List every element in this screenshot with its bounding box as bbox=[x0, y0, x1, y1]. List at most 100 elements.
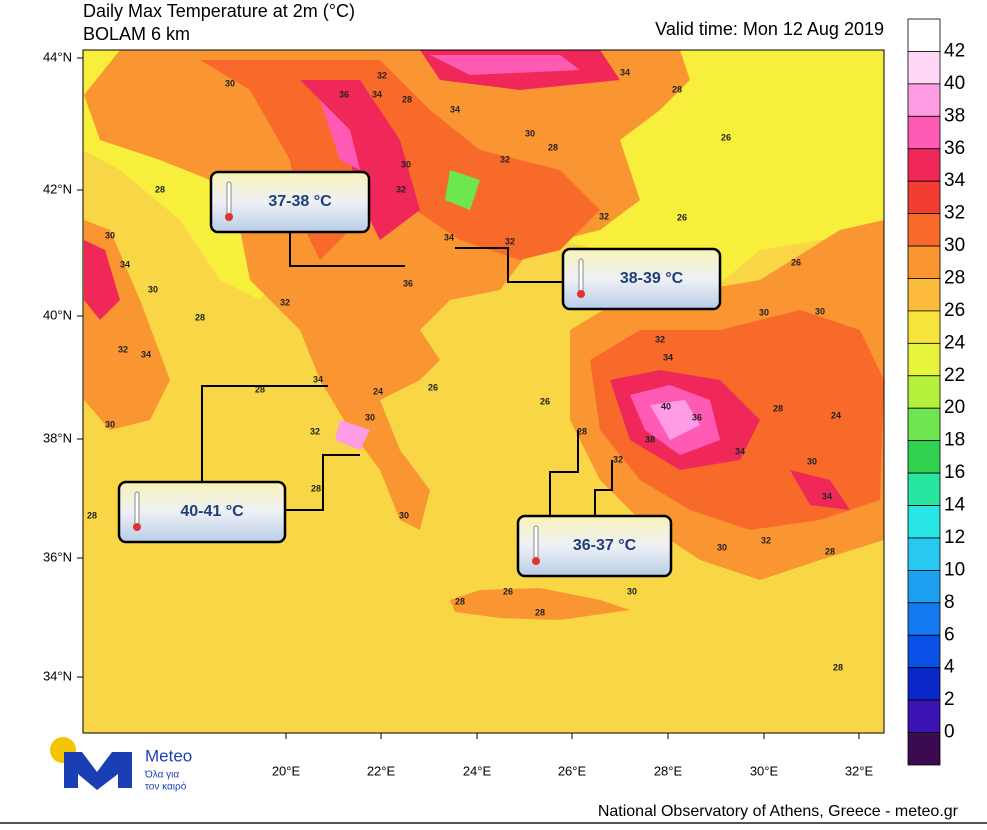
callout-box bbox=[561, 247, 722, 311]
colorbar-label: 14 bbox=[944, 495, 966, 516]
contour-label: 28 bbox=[455, 596, 465, 606]
contour-label: 32 bbox=[613, 454, 623, 464]
contour-label: 30 bbox=[807, 456, 817, 466]
thermometer-bulb bbox=[577, 290, 585, 298]
contour-label: 28 bbox=[155, 184, 165, 194]
contour-label: 28 bbox=[87, 510, 97, 520]
colorbar-swatch bbox=[907, 375, 941, 409]
colorbar-swatch bbox=[907, 602, 941, 636]
lat-label: 40°N bbox=[43, 307, 72, 322]
footer: National Observatory of Athens, Greece -… bbox=[598, 803, 959, 820]
contour-label: 26 bbox=[677, 212, 687, 222]
contour-label: 24 bbox=[373, 386, 383, 396]
colorbar-label: 10 bbox=[944, 559, 965, 580]
callout-label: 38-39 °C bbox=[620, 270, 684, 287]
logo-tagline: Όλα για bbox=[144, 770, 179, 781]
contour-label: 30 bbox=[365, 412, 375, 422]
lat-label: 42°N bbox=[43, 181, 72, 196]
contour-label: 36 bbox=[339, 89, 349, 99]
contour-label: 26 bbox=[540, 396, 550, 406]
contour-label: 30 bbox=[815, 306, 825, 316]
colorbar-swatch bbox=[907, 440, 941, 474]
colorbar-label: 12 bbox=[944, 527, 965, 548]
contour-label: 28 bbox=[672, 84, 682, 94]
lon-label: 30°E bbox=[750, 763, 779, 778]
colorbar-swatch bbox=[907, 537, 941, 571]
thermometer bbox=[533, 525, 539, 561]
lat-label: 36°N bbox=[43, 549, 72, 564]
model: BOLAM 6 km bbox=[83, 24, 190, 44]
lon-label: 32°E bbox=[845, 763, 874, 778]
callout-label: 37-38 °C bbox=[268, 193, 332, 210]
lat-label: 34°N bbox=[43, 668, 72, 683]
contour-label: 36 bbox=[403, 278, 413, 288]
contour-label: 32 bbox=[505, 236, 515, 246]
colorbar-label: 28 bbox=[944, 267, 965, 288]
colorbar-swatch bbox=[907, 18, 941, 52]
contour-label: 24 bbox=[831, 410, 841, 420]
colorbar-swatch bbox=[907, 83, 941, 117]
contour-label: 34 bbox=[313, 374, 323, 384]
contour-label: 34 bbox=[141, 349, 151, 359]
colorbar-swatch bbox=[907, 634, 941, 669]
colorbar-label: 0 bbox=[944, 722, 955, 743]
contour-label: 28 bbox=[825, 546, 835, 556]
colorbar-swatch bbox=[907, 342, 941, 377]
callout-box bbox=[209, 170, 371, 234]
thermometer-bulb bbox=[532, 557, 540, 565]
colorbar-label: 4 bbox=[944, 657, 955, 678]
contour-label: 30 bbox=[759, 307, 769, 317]
contour-label: 34 bbox=[735, 446, 745, 456]
logo: Meteo Όλα για τον καιρό bbox=[50, 737, 192, 793]
contour-label: 28 bbox=[195, 312, 205, 322]
lon-label: 28°E bbox=[654, 763, 683, 778]
colorbar-label: 32 bbox=[944, 203, 965, 224]
contour-label: 30 bbox=[399, 510, 409, 520]
colorbar-swatch bbox=[907, 245, 941, 279]
contour-label: 28 bbox=[535, 607, 545, 617]
logo-tagline: τον καιρό bbox=[145, 781, 187, 793]
thermometer-bulb bbox=[225, 213, 233, 221]
colorbar-label: 24 bbox=[944, 332, 966, 353]
contour-label: 34 bbox=[444, 232, 454, 242]
contour-label: 30 bbox=[525, 128, 535, 138]
contour-label: 34 bbox=[620, 67, 630, 77]
contour-label: 28 bbox=[577, 426, 587, 436]
thermometer bbox=[226, 181, 232, 217]
contour-label: 36 bbox=[692, 412, 702, 422]
colorbar-label: 34 bbox=[944, 170, 966, 191]
contour-label: 32 bbox=[396, 184, 406, 194]
contour-label: 30 bbox=[717, 542, 727, 552]
contour-label: 28 bbox=[548, 142, 558, 152]
valid-time: Valid time: Mon 12 Aug 2019 bbox=[655, 19, 884, 39]
contour-label: 28 bbox=[311, 483, 321, 493]
lat-label: 38°N bbox=[43, 430, 72, 445]
colorbar-swatch bbox=[907, 148, 941, 182]
colorbar-label: 22 bbox=[944, 365, 965, 386]
contour-label: 28 bbox=[833, 662, 843, 672]
contour-label: 32 bbox=[280, 297, 290, 307]
colorbar-swatch bbox=[907, 180, 941, 215]
colorbar-label: 42 bbox=[944, 40, 965, 61]
logo-name: Meteo bbox=[145, 746, 192, 765]
callout-box bbox=[117, 480, 287, 544]
map-axes: 44°N 42°N 40°N 38°N 36°N 34°N 20°E 22°E 24°E 26°E… bbox=[43, 49, 874, 778]
colorbar-swatch bbox=[907, 310, 941, 344]
contour-label: 34 bbox=[450, 104, 460, 114]
colorbar-swatch bbox=[907, 699, 941, 733]
callout-box bbox=[516, 514, 673, 578]
thermometer-bulb bbox=[133, 523, 141, 531]
contour-label: 30 bbox=[401, 159, 411, 169]
contour-label: 28 bbox=[255, 384, 265, 394]
colorbar-label: 40 bbox=[944, 73, 965, 94]
contour-label: 30 bbox=[627, 586, 637, 596]
colorbar-swatch bbox=[907, 505, 941, 539]
contour-label: 32 bbox=[377, 70, 387, 80]
lon-label: 24°E bbox=[463, 763, 492, 778]
lon-label: 26°E bbox=[558, 763, 587, 778]
contour-label: 26 bbox=[791, 257, 801, 267]
contour-label: 28 bbox=[402, 94, 412, 104]
lon-label: 22°E bbox=[367, 763, 396, 778]
